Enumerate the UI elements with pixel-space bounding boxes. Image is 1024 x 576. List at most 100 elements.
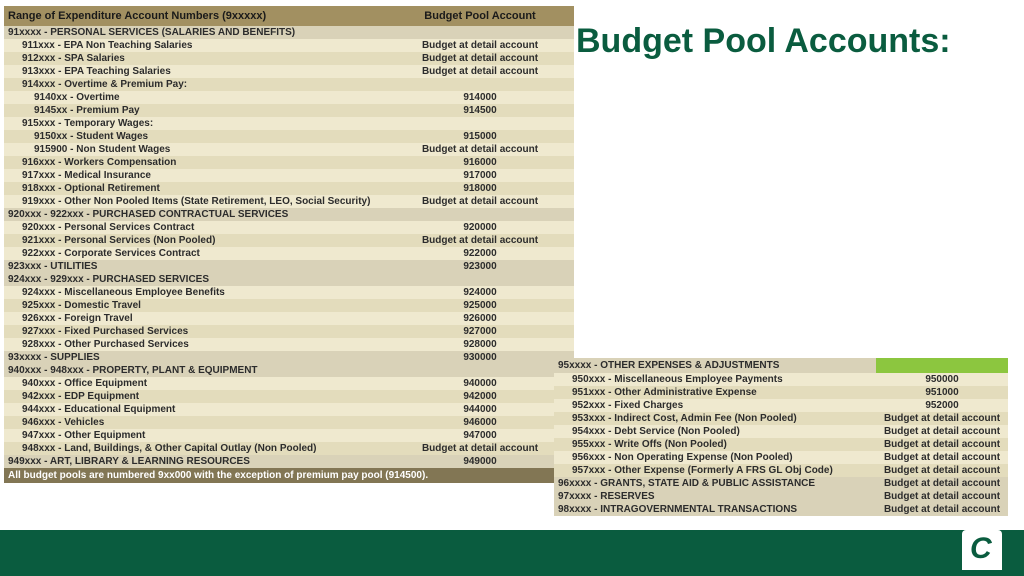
table-row: 9150xx - Student Wages915000 [4, 130, 574, 143]
cell-pool: 925000 [386, 299, 574, 312]
table-row: 950xxx - Miscellaneous Employee Payments… [554, 373, 1008, 386]
cell-range: 915xxx - Temporary Wages: [4, 117, 386, 130]
cell-pool: 916000 [386, 156, 574, 169]
table-row: 96xxxx - GRANTS, STATE AID & PUBLIC ASSI… [554, 477, 1008, 490]
cell-range: 924xxx - Miscellaneous Employee Benefits [4, 286, 386, 299]
cell-pool: Budget at detail account [876, 503, 1008, 516]
cell-range: 96xxxx - GRANTS, STATE AID & PUBLIC ASSI… [554, 477, 876, 490]
table-row: 915900 - Non Student WagesBudget at deta… [4, 143, 574, 156]
table-row: 947xxx - Other Equipment947000 [4, 429, 574, 442]
cell-range: 912xxx - SPA Salaries [4, 52, 386, 65]
cell-pool: 924000 [386, 286, 574, 299]
table-row: 913xxx - EPA Teaching SalariesBudget at … [4, 65, 574, 78]
table-row: 916xxx - Workers Compensation916000 [4, 156, 574, 169]
cell-pool: 923000 [386, 260, 574, 273]
table-row: 951xxx - Other Administrative Expense951… [554, 386, 1008, 399]
table-row: 921xxx - Personal Services (Non Pooled)B… [4, 234, 574, 247]
table-footnote: All budget pools are numbered 9xx000 wit… [4, 468, 574, 483]
table-row: 920xxx - 922xxx - PURCHASED CONTRACTUAL … [4, 208, 574, 221]
cell-pool: 928000 [386, 338, 574, 351]
cell-pool: 940000 [386, 377, 574, 390]
uncc-logo [962, 530, 1002, 570]
cell-range: 942xxx - EDP Equipment [4, 390, 386, 403]
table-row: 954xxx - Debt Service (Non Pooled)Budget… [554, 425, 1008, 438]
cell-pool: Budget at detail account [876, 425, 1008, 438]
cell-pool: Budget at detail account [876, 490, 1008, 503]
cell-range: 948xxx - Land, Buildings, & Other Capita… [4, 442, 386, 455]
cell-pool: Budget at detail account [386, 195, 574, 208]
table-header-row: Range of Expenditure Account Numbers (9x… [4, 6, 574, 26]
table-row: 97xxxx - RESERVESBudget at detail accoun… [554, 490, 1008, 503]
cell-range: 952xxx - Fixed Charges [554, 399, 876, 412]
cell-pool: 914500 [386, 104, 574, 117]
table-row: 955xxx - Write Offs (Non Pooled)Budget a… [554, 438, 1008, 451]
cell-pool: 917000 [386, 169, 574, 182]
table-row: 925xxx - Domestic Travel925000 [4, 299, 574, 312]
cell-range: 940xxx - 948xxx - PROPERTY, PLANT & EQUI… [4, 364, 386, 377]
cell-range: 91xxxx - PERSONAL SERVICES (SALARIES AND… [4, 26, 386, 39]
cell-range: 955xxx - Write Offs (Non Pooled) [554, 438, 876, 451]
cell-pool: 952000 [876, 399, 1008, 412]
cell-pool: Budget at detail account [386, 39, 574, 52]
table2-accent-cell [876, 358, 1008, 373]
cell-pool: 915000 [386, 130, 574, 143]
cell-pool: Budget at detail account [386, 234, 574, 247]
budget-table-right: 95xxxx - OTHER EXPENSES & ADJUSTMENTS 95… [554, 358, 1008, 516]
table-row: 940xxx - Office Equipment940000 [4, 377, 574, 390]
cell-range: 919xxx - Other Non Pooled Items (State R… [4, 195, 386, 208]
cell-range: 953xxx - Indirect Cost, Admin Fee (Non P… [554, 412, 876, 425]
cell-range: 9145xx - Premium Pay [4, 104, 386, 117]
cell-range: 9140xx - Overtime [4, 91, 386, 104]
cell-pool: 930000 [386, 351, 574, 364]
cell-range: 93xxxx - SUPPLIES [4, 351, 386, 364]
cell-range: 926xxx - Foreign Travel [4, 312, 386, 325]
cell-range: 923xxx - UTILITIES [4, 260, 386, 273]
cell-pool: Budget at detail account [386, 52, 574, 65]
cell-range: 914xxx - Overtime & Premium Pay: [4, 78, 386, 91]
cell-range: 98xxxx - INTRAGOVERNMENTAL TRANSACTIONS [554, 503, 876, 516]
table-row: 926xxx - Foreign Travel926000 [4, 312, 574, 325]
cell-range: 925xxx - Domestic Travel [4, 299, 386, 312]
cell-range: 950xxx - Miscellaneous Employee Payments [554, 373, 876, 386]
cell-pool: Budget at detail account [876, 438, 1008, 451]
cell-pool: 951000 [876, 386, 1008, 399]
cell-pool [386, 117, 574, 130]
cell-range: 954xxx - Debt Service (Non Pooled) [554, 425, 876, 438]
table-row: 9140xx - Overtime914000 [4, 91, 574, 104]
table-row: 957xxx - Other Expense (Formerly A FRS G… [554, 464, 1008, 477]
table-row: 940xxx - 948xxx - PROPERTY, PLANT & EQUI… [4, 364, 574, 377]
cell-range: 97xxxx - RESERVES [554, 490, 876, 503]
cell-pool [386, 78, 574, 91]
table-row: 915xxx - Temporary Wages: [4, 117, 574, 130]
cell-range: 921xxx - Personal Services (Non Pooled) [4, 234, 386, 247]
cell-pool: Budget at detail account [386, 442, 574, 455]
cell-range: 918xxx - Optional Retirement [4, 182, 386, 195]
cell-range: 917xxx - Medical Insurance [4, 169, 386, 182]
cell-pool: Budget at detail account [876, 412, 1008, 425]
cell-range: 956xxx - Non Operating Expense (Non Pool… [554, 451, 876, 464]
table-row: 924xxx - 929xxx - PURCHASED SERVICES [4, 273, 574, 286]
cell-pool: Budget at detail account [876, 477, 1008, 490]
cell-pool [386, 26, 574, 39]
col-header-range: Range of Expenditure Account Numbers (9x… [4, 6, 386, 26]
cell-pool: Budget at detail account [386, 65, 574, 78]
cell-range: 924xxx - 929xxx - PURCHASED SERVICES [4, 273, 386, 286]
table-row: 952xxx - Fixed Charges952000 [554, 399, 1008, 412]
table-row: 922xxx - Corporate Services Contract9220… [4, 247, 574, 260]
cell-range: 957xxx - Other Expense (Formerly A FRS G… [554, 464, 876, 477]
table-row: 956xxx - Non Operating Expense (Non Pool… [554, 451, 1008, 464]
cell-pool: Budget at detail account [386, 143, 574, 156]
table-row: 942xxx - EDP Equipment942000 [4, 390, 574, 403]
table-row: 93xxxx - SUPPLIES930000 [4, 351, 574, 364]
table-row: 917xxx - Medical Insurance917000 [4, 169, 574, 182]
cell-pool: 927000 [386, 325, 574, 338]
footer-bar [0, 524, 1024, 576]
table-row: 946xxx - Vehicles946000 [4, 416, 574, 429]
footer-divider [0, 524, 1024, 530]
cell-pool: 942000 [386, 390, 574, 403]
cell-range: 944xxx - Educational Equipment [4, 403, 386, 416]
cell-range: 949xxx - ART, LIBRARY & LEARNING RESOURC… [4, 455, 386, 468]
cell-pool: 947000 [386, 429, 574, 442]
cell-pool [386, 273, 574, 286]
cell-range: 922xxx - Corporate Services Contract [4, 247, 386, 260]
